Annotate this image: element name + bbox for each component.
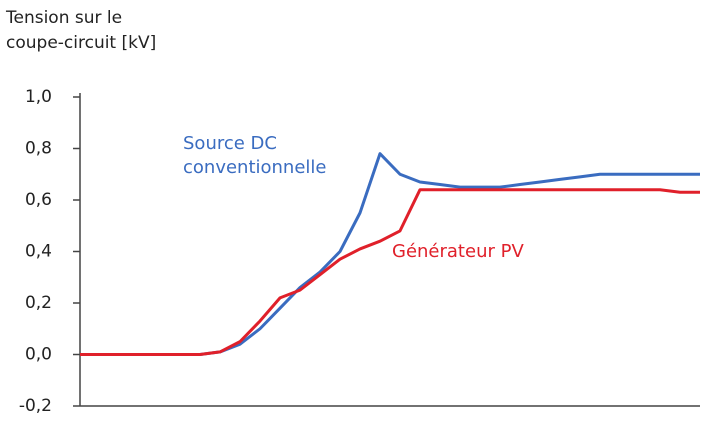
title-line: Tension sur le [6, 8, 123, 28]
y-tick-label: 0,8 [25, 139, 52, 159]
chart-title: Tension sur le coupe-circuit [kV] [6, 6, 156, 56]
series-line [80, 152, 700, 356]
y-tick-label: 0,4 [25, 242, 52, 262]
y-tick-label: -0,2 [19, 396, 52, 416]
series-label: Générateur PV [392, 241, 524, 262]
series-label: Source DC conventionnelle [183, 133, 327, 178]
series-line [80, 188, 700, 356]
y-tick-label: 0,6 [25, 190, 52, 210]
title-line: coupe-circuit [kV] [6, 33, 157, 53]
y-tick-label: 0,2 [25, 293, 52, 313]
y-tick-label: 0,0 [25, 345, 52, 365]
y-tick-label: 1,0 [25, 87, 52, 107]
